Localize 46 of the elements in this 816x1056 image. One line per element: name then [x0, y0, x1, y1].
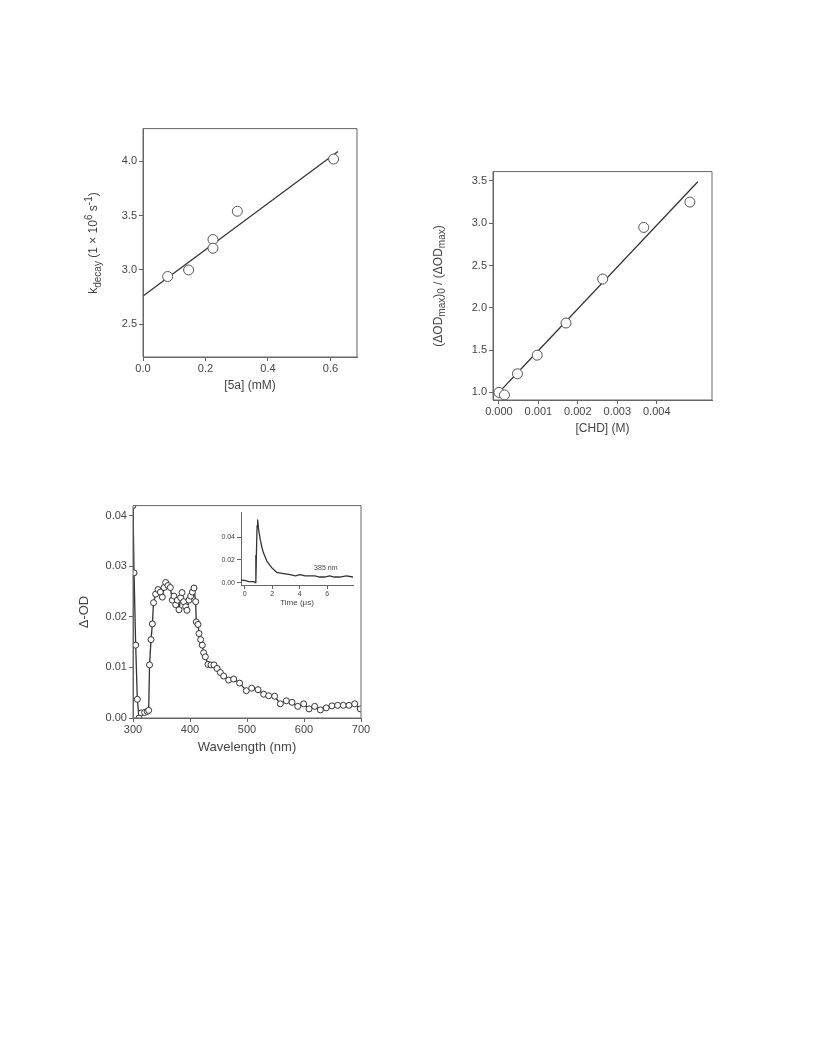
y-tick-label: 2.0 [471, 300, 487, 313]
y-tick-label: 1.0 [471, 385, 487, 398]
x-tick-label: 700 [351, 722, 371, 735]
y-tick-label: 0.04 [105, 508, 127, 521]
x-tick-label: 400 [180, 722, 200, 735]
x-tick-label: 0.004 [642, 404, 671, 417]
x-tick-label: 0.000 [485, 404, 513, 417]
x-axis-title: Wavelength (nm) [197, 739, 297, 754]
y-tick-label: 2.5 [471, 258, 487, 271]
y-tick-label: 0.03 [105, 559, 127, 572]
x-tick-label: 0.4 [260, 361, 276, 374]
y-tick-label: 3.5 [471, 173, 487, 186]
x-tick-label: 0.001 [524, 404, 553, 417]
y-tick-label: 1.5 [471, 343, 487, 356]
y-tick-label: 0.00 [105, 711, 127, 724]
x-tick-label: 0.6 [322, 361, 339, 374]
point [162, 271, 174, 283]
x-tick-label: 600 [294, 722, 314, 735]
y-axis-title: Δ-OD [75, 595, 91, 628]
x-tick-label: 0.002 [564, 404, 592, 417]
x-tick-label: 0.003 [603, 404, 632, 417]
y-tick-label: 0.01 [105, 660, 127, 673]
y-tick-label: 2.5 [121, 317, 137, 330]
x-tick-label: 0.0 [135, 361, 151, 374]
y-tick-label: 3.0 [471, 216, 487, 229]
point [531, 349, 543, 361]
x-tick-label: 300 [123, 722, 143, 735]
point [638, 221, 650, 233]
y-tick-label: 4.0 [121, 154, 137, 167]
point [183, 264, 195, 276]
x-axis-title: [5a] (mM) [224, 378, 276, 392]
y-tick-label: 0.02 [105, 609, 127, 622]
point [597, 273, 609, 285]
point [511, 368, 523, 380]
x-axis-title: [CHD] (M) [575, 421, 630, 435]
x-axis-title: Time (μs) [280, 598, 314, 607]
y-tick-label: 3.5 [121, 208, 137, 221]
point [684, 196, 696, 208]
point [560, 317, 572, 329]
x-tick-label: 500 [237, 722, 257, 735]
point [498, 389, 510, 400]
point [328, 153, 340, 165]
point [231, 205, 243, 217]
x-tick-label: 0.2 [197, 361, 214, 374]
point [207, 242, 219, 254]
y-tick-label: 3.0 [121, 263, 137, 276]
